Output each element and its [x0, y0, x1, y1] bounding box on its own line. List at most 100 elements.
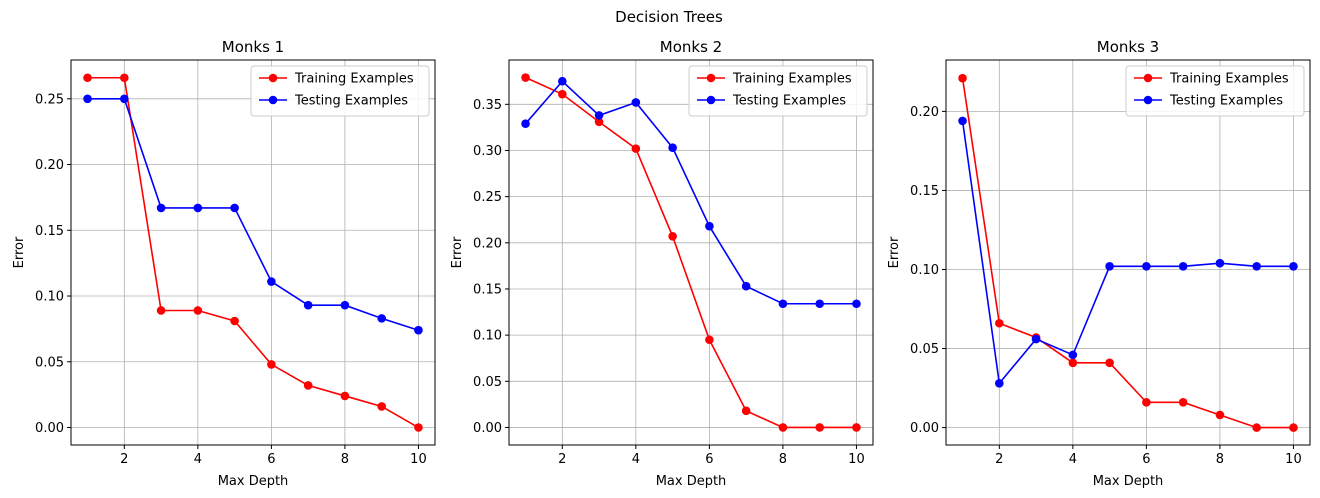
legend-box [250, 65, 430, 117]
series-line-testing [961, 120, 1294, 386]
y-tick-label: 0.10 [35, 290, 64, 305]
data-point-testing [815, 299, 824, 309]
data-point-training [303, 381, 313, 390]
x-tick-label: 6 [705, 452, 713, 467]
data-point-testing [83, 94, 92, 104]
data-point-training [852, 423, 861, 432]
x-tick-label: 4 [632, 452, 640, 467]
figure-suptitle: Decision Trees [615, 8, 723, 26]
data-point-testing [995, 379, 1004, 388]
data-point-testing [1068, 350, 1078, 360]
data-point-testing [594, 111, 604, 120]
chart-title: Monks 1 [222, 38, 284, 56]
data-point-testing [558, 76, 567, 86]
data-point-testing [668, 143, 677, 153]
x-tick-label: 6 [267, 452, 275, 467]
y-tick-label: 0.00 [910, 421, 939, 436]
legend-marker [1143, 95, 1153, 105]
y-axis-label: Error [450, 236, 465, 268]
legend: Training Examples Testing Examples [688, 65, 868, 117]
data-point-testing [377, 314, 386, 323]
data-point-testing [156, 203, 166, 213]
x-tick-label: 10 [848, 452, 865, 467]
x-tick-label: 4 [194, 452, 202, 467]
data-point-testing [414, 325, 423, 335]
x-tick-label: 8 [341, 452, 349, 467]
data-point-testing [521, 119, 530, 129]
x-tick-label: 10 [410, 452, 427, 467]
chart-panel-3: 2 4 6 8 10 0.00 0.05 0.10 0.15 0.20 Monks 3 Max Dep… [887, 38, 1311, 489]
data-point-training [741, 406, 751, 416]
chart-panel-1: 2 4 6 8 10 0.00 0.05 0.10 0.15 0.20 0.25 Monks 1 Max… [12, 38, 436, 489]
data-point-training [631, 144, 641, 153]
data-point-training [815, 423, 824, 432]
legend: Training Examples Testing Examples [1125, 65, 1305, 117]
y-tick-label: 0.10 [910, 263, 939, 278]
series-line-training [87, 76, 419, 429]
x-tick-label: 8 [779, 452, 787, 467]
data-point-testing [340, 300, 350, 310]
data-point-training [1252, 423, 1261, 432]
legend-label: Testing Examples [294, 94, 408, 109]
data-point-testing [1178, 262, 1188, 271]
series-line-testing [524, 80, 857, 305]
axes-frame [70, 59, 436, 446]
data-point-testing [852, 299, 861, 309]
data-point-training [995, 318, 1004, 328]
data-point-testing [958, 116, 967, 126]
data-point-testing [230, 203, 239, 213]
data-point-testing [1215, 258, 1225, 268]
x-tick-label: 2 [120, 452, 128, 467]
y-tick-label: 0.05 [910, 342, 939, 357]
data-point-testing [631, 98, 641, 107]
legend-label: Testing Examples [1169, 94, 1283, 109]
y-axis-label: Error [12, 236, 27, 268]
data-point-training [340, 391, 350, 401]
data-point-testing [1105, 262, 1114, 271]
data-point-training [230, 316, 239, 326]
x-axis-label: Max Depth [1093, 474, 1164, 489]
y-tick-label: 0.15 [473, 282, 502, 297]
data-point-training [267, 360, 276, 369]
data-point-training [668, 232, 677, 241]
axes-frame [945, 59, 1311, 446]
data-point-testing [741, 281, 751, 291]
chart-title: Monks 2 [660, 38, 722, 56]
data-point-training [1289, 423, 1298, 432]
series-line-training [525, 76, 857, 429]
data-point-training [377, 402, 386, 411]
y-tick-label: 0.20 [35, 158, 64, 173]
x-tick-label: 4 [1069, 452, 1077, 467]
y-tick-label: 0.15 [910, 184, 939, 199]
y-tick-label: 0.25 [473, 190, 502, 205]
legend-marker [268, 73, 278, 83]
y-tick-label: 0.10 [473, 329, 502, 344]
x-tick-label: 2 [995, 452, 1003, 467]
data-point-training [414, 423, 423, 432]
axes-frame [508, 59, 874, 446]
legend-marker [268, 95, 278, 105]
chart-panel-2: 2 4 6 8 10 0.00 0.05 0.10 0.15 0.20 0.25 0.30 0.35 Mo… [450, 38, 874, 489]
data-point-training [1178, 398, 1188, 407]
y-tick-label: 0.20 [910, 105, 939, 120]
data-point-training [193, 306, 203, 315]
data-point-testing [267, 277, 276, 286]
y-axis-label: Error [887, 236, 902, 268]
data-point-training [1142, 398, 1151, 407]
y-tick-label: 0.05 [473, 375, 502, 390]
series-line-testing [87, 97, 419, 331]
data-point-testing [1252, 262, 1261, 271]
x-tick-label: 8 [1216, 452, 1224, 467]
data-point-training [120, 73, 129, 83]
data-point-training [958, 73, 967, 83]
legend-label: Training Examples [1169, 72, 1289, 87]
x-tick-label: 10 [1285, 452, 1302, 467]
data-point-training [558, 89, 567, 99]
legend-label: Training Examples [732, 72, 852, 87]
y-tick-label: 0.25 [35, 92, 64, 107]
chart-title: Monks 3 [1097, 38, 1159, 56]
data-point-training [156, 306, 166, 315]
x-tick-label: 6 [1142, 452, 1150, 467]
